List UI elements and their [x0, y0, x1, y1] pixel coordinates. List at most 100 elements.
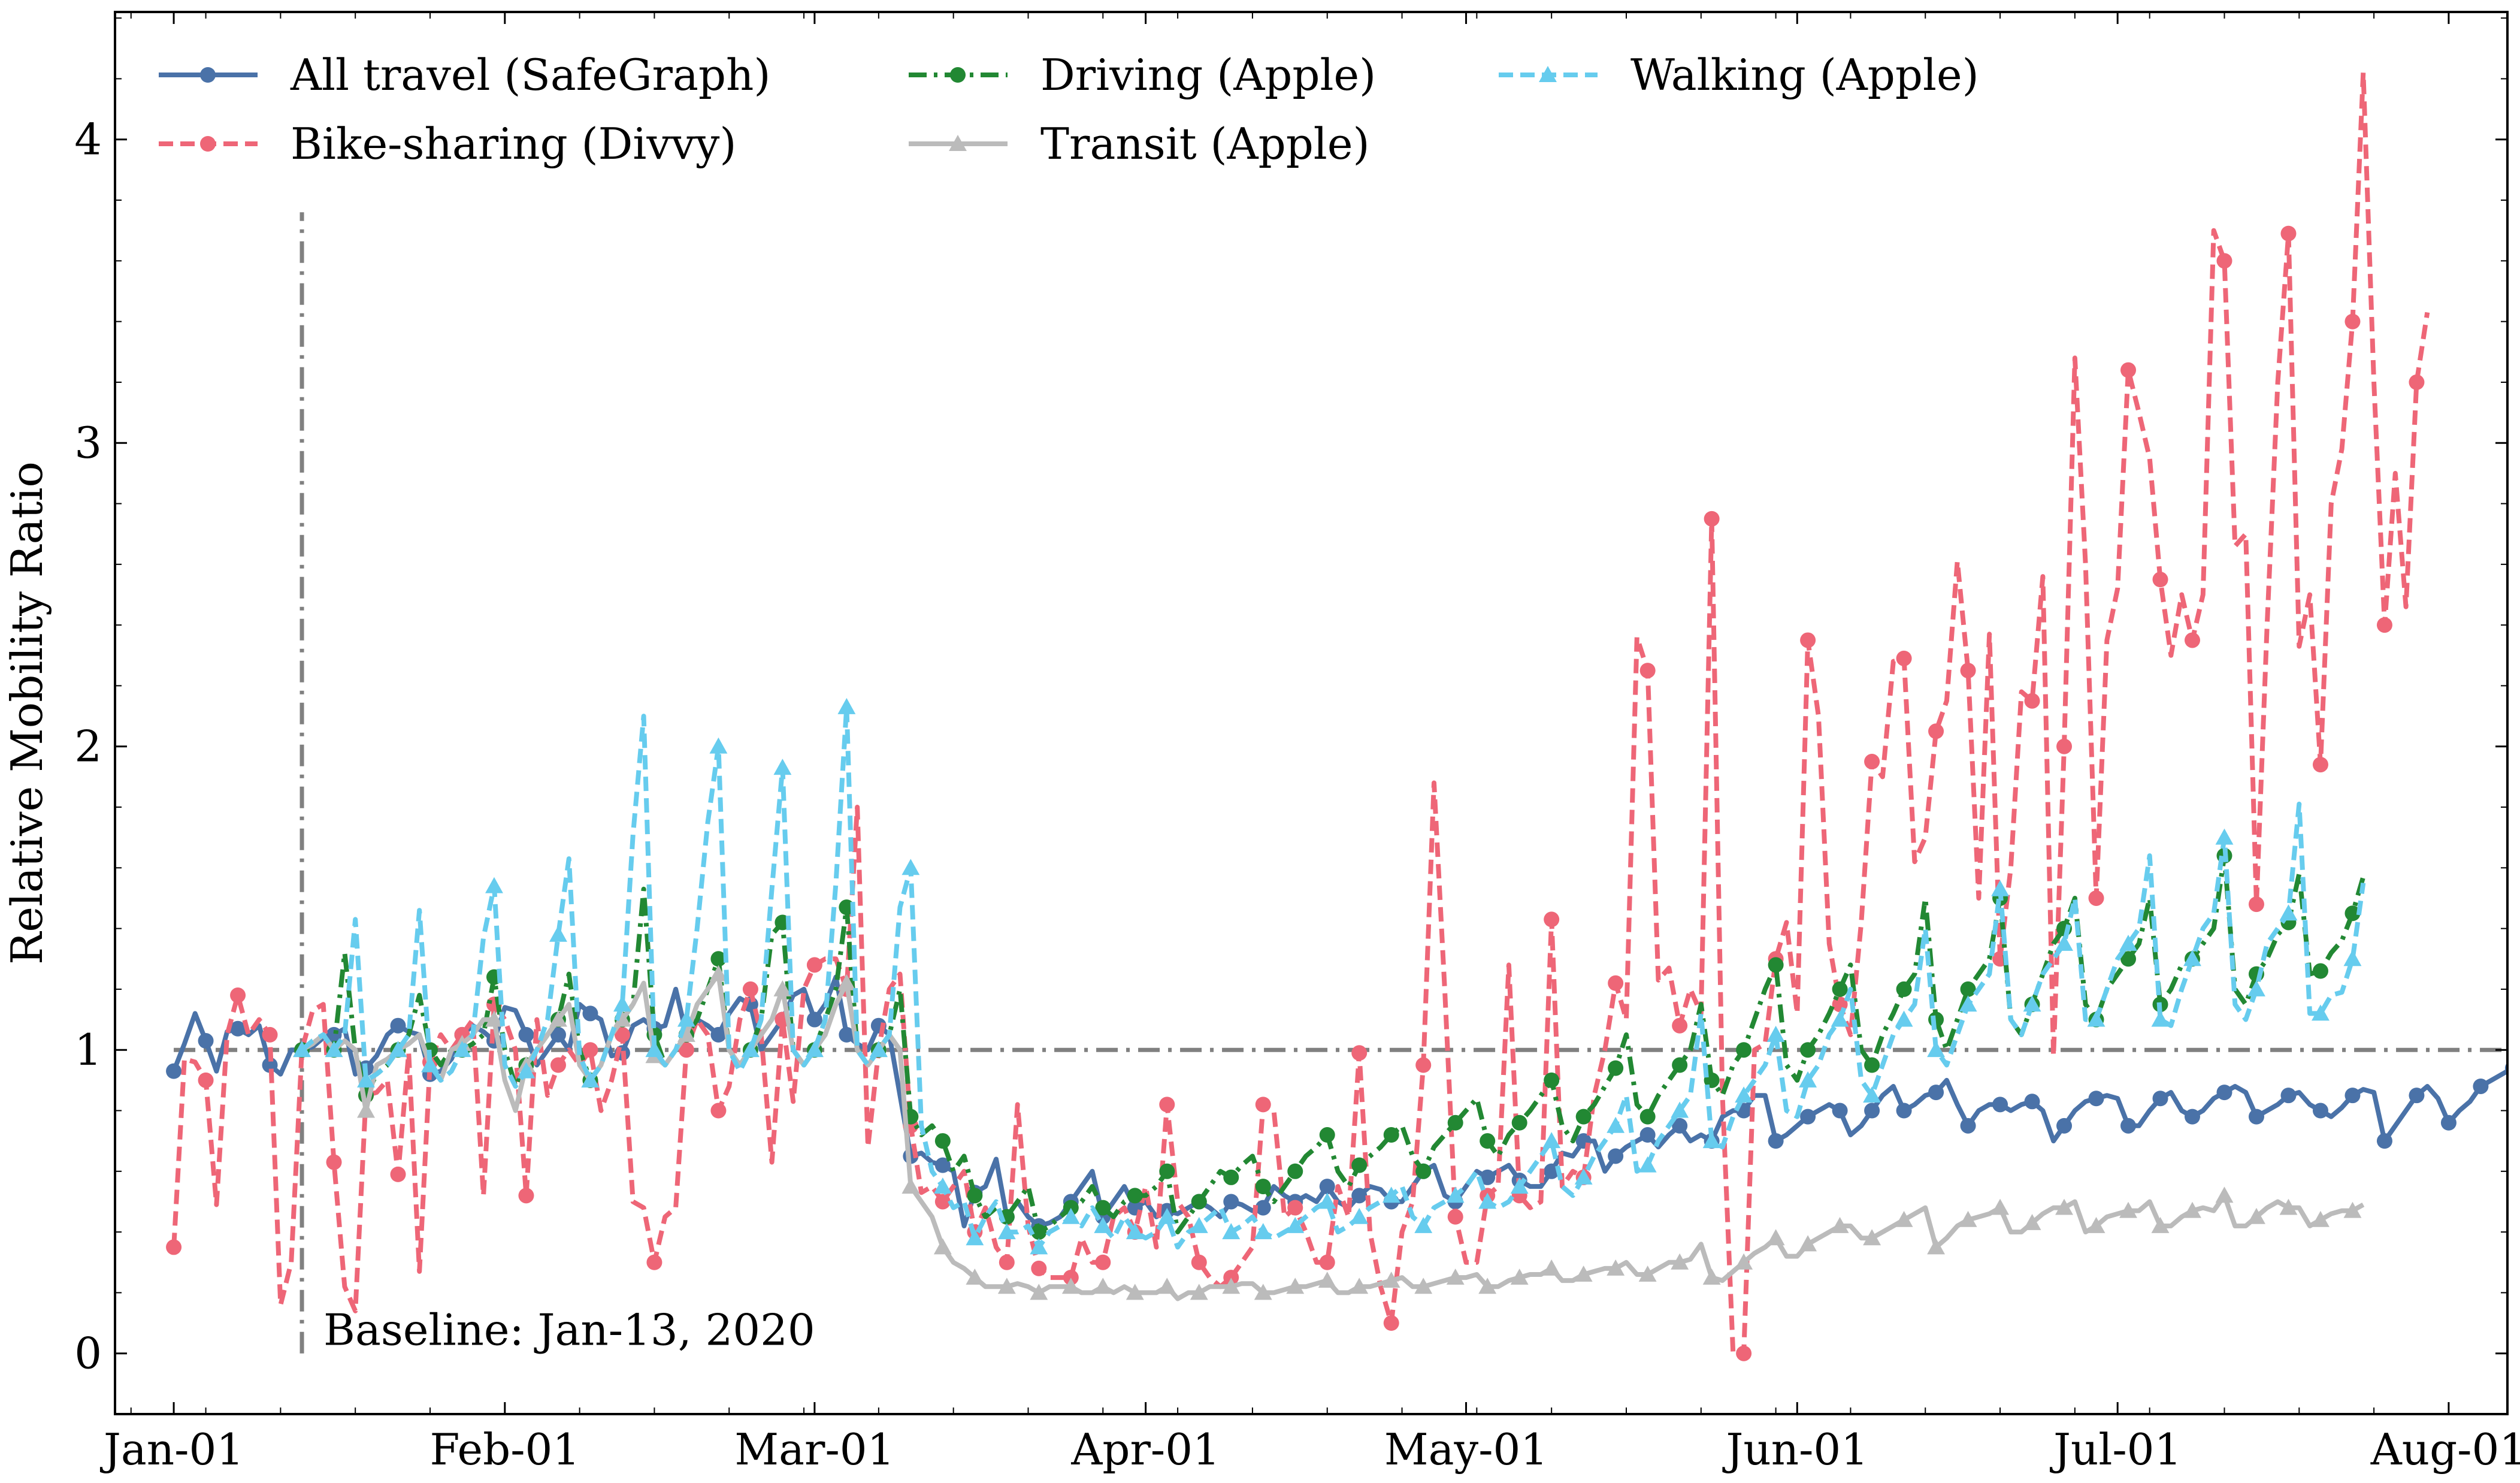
data-point: [1736, 1042, 1752, 1058]
data-point: [1254, 1283, 1272, 1300]
data-point: [1511, 1114, 1527, 1131]
data-point: [1446, 1186, 1465, 1203]
data-point: [2216, 1085, 2232, 1101]
data-point: [2312, 1103, 2328, 1119]
data-point: [2279, 1198, 2298, 1215]
data-point: [357, 1101, 375, 1118]
data-point: [1671, 1253, 1689, 1270]
data-point: [1223, 1194, 1239, 1210]
series-4: [293, 965, 2365, 1301]
legend-label: Bike-sharing (Divvy): [291, 119, 737, 169]
data-point: [2152, 1091, 2168, 1107]
data-point: [390, 1166, 406, 1182]
data-point: [1447, 1114, 1463, 1131]
series-line: [300, 704, 2366, 1250]
data-point: [1061, 1207, 1080, 1224]
data-point: [1126, 1283, 1144, 1300]
data-point: [1639, 663, 1656, 679]
legend-item-2: Bike-sharing (Divvy): [159, 119, 737, 169]
data-point: [805, 1041, 824, 1058]
data-point: [1895, 1010, 1913, 1027]
data-point: [1447, 1209, 1463, 1225]
data-point: [934, 1157, 951, 1173]
data-point: [1031, 1224, 1047, 1240]
data-point: [2344, 313, 2361, 330]
data-point: [1574, 1168, 1593, 1185]
data-point: [1319, 1127, 1335, 1143]
data-point: [1800, 1109, 1816, 1125]
data-point: [1735, 1086, 1753, 1103]
data-point: [1030, 1283, 1048, 1300]
data-point: [646, 1254, 662, 1270]
data-point: [1638, 1156, 1657, 1173]
data-point: [1928, 723, 1944, 739]
legend-label: Driving (Apple): [1040, 50, 1376, 100]
data-point: [1286, 1217, 1305, 1233]
data-point: [933, 1177, 952, 1194]
data-point: [2312, 757, 2328, 773]
data-point: [421, 1056, 439, 1073]
data-point: [1544, 911, 1560, 928]
data-point: [1800, 1042, 1816, 1058]
legend-item-4: Transit (Apple): [909, 119, 1370, 169]
legend-marker: [950, 67, 966, 83]
data-point: [550, 1026, 566, 1043]
data-point: [1286, 1277, 1305, 1294]
legend-label: All travel (SafeGraph): [290, 50, 770, 100]
data-point: [1191, 1194, 1207, 1210]
data-point: [2024, 1094, 2040, 1110]
data-point: [1544, 1072, 1560, 1088]
data-point: [1318, 1192, 1336, 1209]
data-point: [1702, 1132, 1721, 1149]
data-point: [1222, 1223, 1241, 1240]
data-point: [2344, 1088, 2361, 1104]
plot-area: Baseline: Jan-13, 2020: [166, 70, 2507, 1361]
data-point: [1415, 1163, 1432, 1179]
data-point: [1542, 1132, 1561, 1149]
data-point: [1190, 1217, 1208, 1233]
data-point: [2152, 572, 2168, 588]
data-point: [1575, 1109, 1592, 1125]
data-point: [1414, 1277, 1433, 1294]
data-point: [230, 1020, 246, 1037]
data-point: [2088, 890, 2104, 906]
data-point: [198, 1072, 214, 1088]
data-point: [1319, 1254, 1335, 1270]
data-point: [1959, 995, 1977, 1012]
data-point: [549, 1010, 567, 1027]
data-point: [1736, 1345, 1752, 1361]
data-point: [1350, 1207, 1369, 1224]
data-point: [967, 1188, 983, 1204]
data-point: [2151, 1010, 2170, 1027]
data-point: [1478, 1277, 1497, 1294]
legend-item-3: Driving (Apple): [909, 50, 1376, 100]
data-point: [709, 737, 728, 754]
data-point: [390, 1017, 406, 1034]
data-point: [1864, 754, 1880, 770]
series-line: [301, 853, 2366, 1235]
data-point: [389, 1041, 407, 1058]
legend-item-5: Walking (Apple): [1499, 50, 1979, 100]
data-point: [677, 1010, 695, 1027]
data-point: [2280, 225, 2297, 241]
data-point: [1638, 1265, 1657, 1282]
data-point: [2183, 950, 2201, 966]
data-point: [1608, 1148, 1624, 1164]
data-point: [1287, 1163, 1303, 1179]
data-point: [2473, 1078, 2489, 1094]
data-point: [166, 1239, 182, 1255]
data-point: [581, 1071, 600, 1088]
data-point: [2185, 632, 2201, 648]
data-point: [1896, 650, 1912, 666]
data-point: [773, 980, 792, 996]
data-point: [1927, 1238, 1946, 1255]
data-point: [2023, 995, 2041, 1012]
data-point: [1414, 1217, 1433, 1233]
data-point: [1832, 1103, 1848, 1119]
data-point: [2120, 951, 2137, 967]
data-point: [1768, 957, 1784, 973]
legend-label: Walking (Apple): [1630, 50, 1979, 100]
data-point: [1960, 663, 1976, 679]
legend-marker: [949, 135, 967, 151]
data-point: [1704, 511, 1720, 527]
